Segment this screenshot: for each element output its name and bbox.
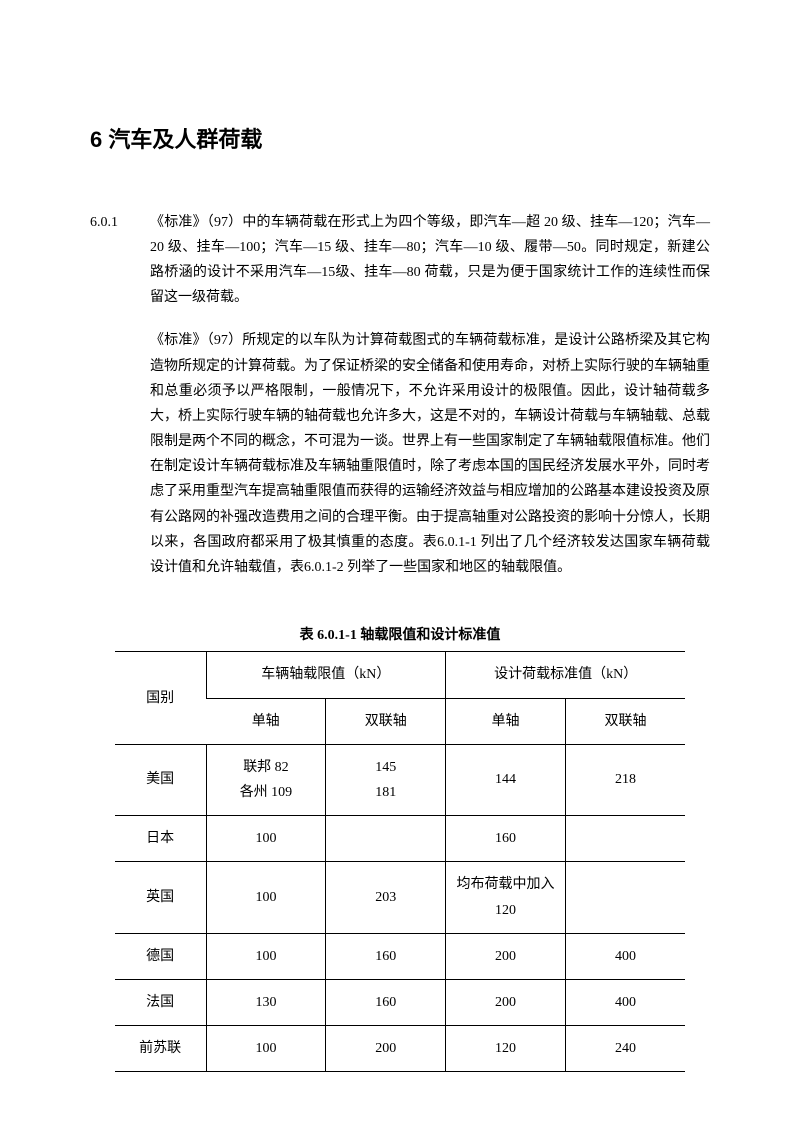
cell-limit-single: 130 xyxy=(206,979,326,1025)
cell-design-single: 均布荷载中加入 120 xyxy=(446,862,566,933)
section-6-0-1: 6.0.1 《标准》（97）中的车辆荷载在形式上为四个等级，即汽车—超 20 级… xyxy=(90,210,710,599)
cell-design-single: 144 xyxy=(446,744,566,815)
cell-limit-single: 100 xyxy=(206,1026,326,1072)
cell-limit-single: 联邦 82 各州 109 xyxy=(206,744,326,815)
cell-limit-single: 100 xyxy=(206,862,326,933)
header-limit-single: 单轴 xyxy=(206,698,326,744)
table-row: 日本 100 160 xyxy=(115,816,685,862)
paragraph-1: 《标准》（97）中的车辆荷载在形式上为四个等级，即汽车—超 20 级、挂车—12… xyxy=(150,210,710,311)
cell-limit-single: 100 xyxy=(206,933,326,979)
table-title: 表 6.0.1-1 轴载限值和设计标准值 xyxy=(90,623,710,648)
cell-design-double: 400 xyxy=(565,933,685,979)
cell-design-double: 400 xyxy=(565,979,685,1025)
table-row: 德国 100 160 200 400 xyxy=(115,933,685,979)
table-header-row-1: 国别 车辆轴载限值（kN） 设计荷载标准值（kN） xyxy=(115,652,685,698)
header-country: 国别 xyxy=(115,652,206,744)
cell-design-single: 120 xyxy=(446,1026,566,1072)
chapter-title: 6 汽车及人群荷载 xyxy=(90,120,710,160)
header-limit: 车辆轴载限值（kN） xyxy=(206,652,446,698)
table-row: 美国 联邦 82 各州 109 145 181 144 218 xyxy=(115,744,685,815)
cell-design-single: 200 xyxy=(446,933,566,979)
cell-country: 日本 xyxy=(115,816,206,862)
cell-limit-double: 145 181 xyxy=(326,744,446,815)
cell-country: 法国 xyxy=(115,979,206,1025)
header-design-double: 双联轴 xyxy=(565,698,685,744)
cell-country: 德国 xyxy=(115,933,206,979)
cell-limit-double: 203 xyxy=(326,862,446,933)
section-content: 《标准》（97）中的车辆荷载在形式上为四个等级，即汽车—超 20 级、挂车—12… xyxy=(150,210,710,599)
table-row: 前苏联 100 200 120 240 xyxy=(115,1026,685,1072)
cell-limit-double: 200 xyxy=(326,1026,446,1072)
table-row: 英国 100 203 均布荷载中加入 120 xyxy=(115,862,685,933)
axle-load-table: 国别 车辆轴载限值（kN） 设计荷载标准值（kN） 单轴 双联轴 单轴 双联轴 … xyxy=(115,651,685,1072)
cell-country: 美国 xyxy=(115,744,206,815)
cell-country: 英国 xyxy=(115,862,206,933)
header-design: 设计荷载标准值（kN） xyxy=(446,652,686,698)
cell-limit-double xyxy=(326,816,446,862)
header-limit-double: 双联轴 xyxy=(326,698,446,744)
cell-design-double xyxy=(565,862,685,933)
cell-design-single: 200 xyxy=(446,979,566,1025)
cell-limit-single: 100 xyxy=(206,816,326,862)
cell-limit-double: 160 xyxy=(326,933,446,979)
cell-design-double xyxy=(565,816,685,862)
section-number: 6.0.1 xyxy=(90,210,150,599)
cell-country: 前苏联 xyxy=(115,1026,206,1072)
header-design-single: 单轴 xyxy=(446,698,566,744)
cell-design-double: 240 xyxy=(565,1026,685,1072)
paragraph-2: 《标准》（97）所规定的以车队为计算荷载图式的车辆荷载标准，是设计公路桥梁及其它… xyxy=(150,328,710,580)
cell-design-double: 218 xyxy=(565,744,685,815)
cell-design-single: 160 xyxy=(446,816,566,862)
cell-limit-double: 160 xyxy=(326,979,446,1025)
table-row: 法国 130 160 200 400 xyxy=(115,979,685,1025)
